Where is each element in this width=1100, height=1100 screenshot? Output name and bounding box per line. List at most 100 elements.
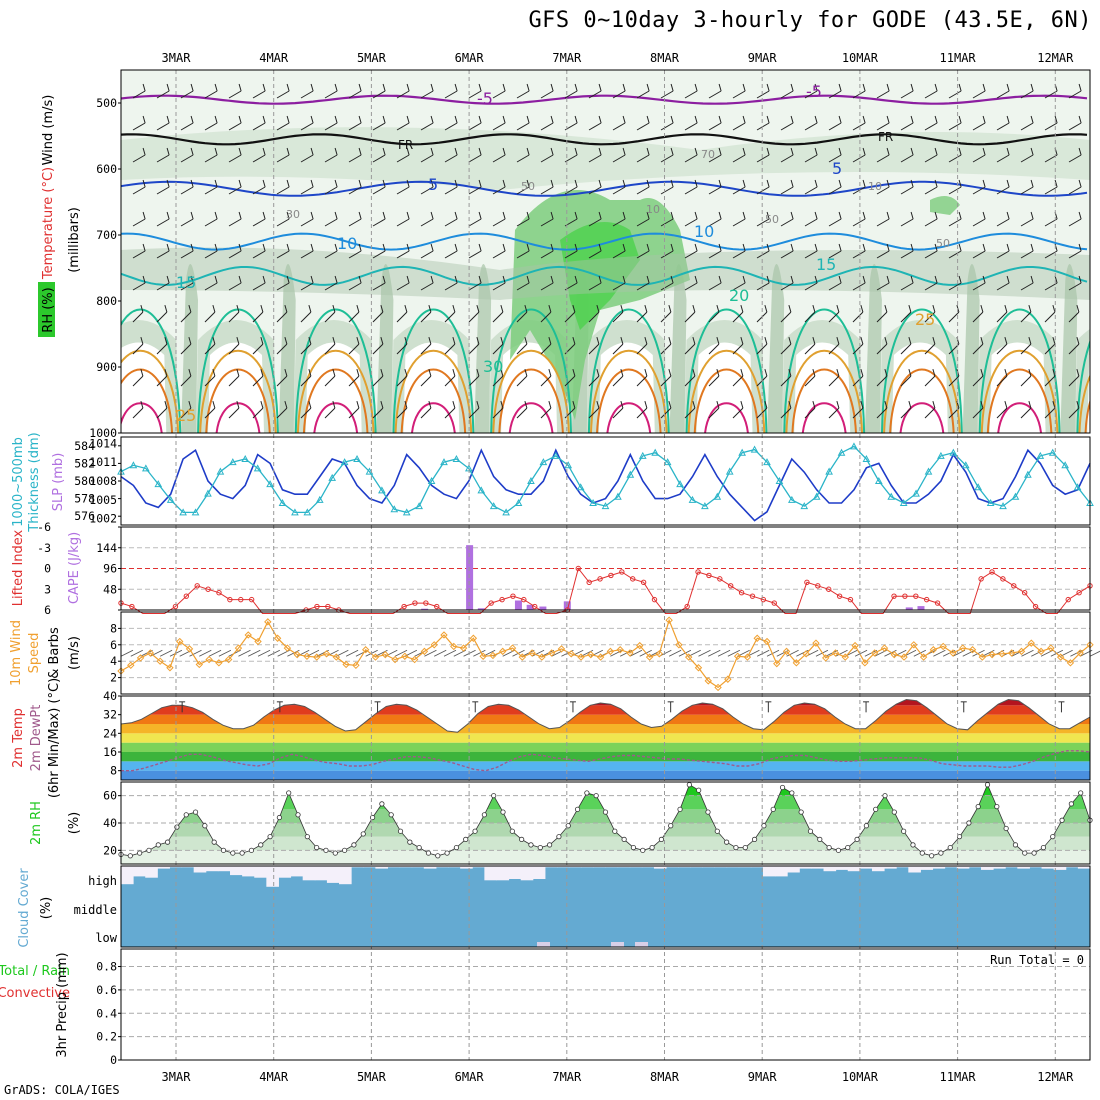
wind-barb-flag bbox=[742, 211, 746, 220]
wind-barb-flag bbox=[500, 304, 504, 313]
wind-barb-flag bbox=[550, 243, 554, 252]
wind-speed-marker bbox=[753, 634, 761, 642]
ylabel-wind10m-a: 10m Wind bbox=[9, 620, 24, 686]
slp-marker bbox=[874, 476, 883, 484]
slp-marker bbox=[266, 480, 274, 488]
cloud-gap-low bbox=[635, 942, 648, 947]
slp-marker bbox=[750, 445, 759, 453]
wind-barb bbox=[1044, 186, 1058, 195]
lifted-index-marker bbox=[227, 596, 233, 603]
wind-barb bbox=[324, 90, 338, 99]
slp-marker bbox=[551, 451, 560, 459]
wind-barb-flag bbox=[812, 336, 816, 345]
wind-barb bbox=[852, 343, 864, 355]
wind-barb-flag bbox=[1028, 368, 1032, 377]
cloud-gap bbox=[690, 866, 703, 868]
wind-barb bbox=[228, 218, 242, 227]
wind-barb bbox=[492, 311, 504, 323]
wind-barb bbox=[1020, 311, 1032, 323]
wind-barb bbox=[924, 250, 938, 259]
wind-barb-flag bbox=[500, 368, 504, 377]
wind-barb-flag bbox=[934, 179, 938, 188]
wind-barb bbox=[468, 186, 482, 195]
date-label-top: 12MAR bbox=[1037, 51, 1074, 65]
wind-speed-marker bbox=[254, 637, 262, 646]
wind-barb bbox=[948, 375, 960, 387]
wind-barb bbox=[732, 311, 744, 323]
wind-barb-flag bbox=[620, 368, 624, 377]
wind-barb bbox=[444, 218, 458, 227]
slp-marker bbox=[303, 508, 312, 516]
wind-barb-flag bbox=[982, 275, 986, 284]
wind-barb bbox=[156, 90, 170, 99]
wind-barb-flag bbox=[670, 211, 674, 220]
wind-barb bbox=[828, 343, 840, 355]
wind-barb-flag bbox=[766, 147, 770, 156]
wind-barb bbox=[924, 122, 938, 131]
wind-barb bbox=[396, 186, 410, 195]
wind-barb bbox=[468, 122, 482, 131]
wind-barb bbox=[852, 122, 866, 131]
pressure-tick: 500 bbox=[96, 96, 117, 110]
rh-marker bbox=[770, 806, 776, 812]
wind-barb bbox=[564, 250, 578, 259]
wind-speed-marker bbox=[949, 649, 957, 657]
slp-marker bbox=[725, 467, 734, 475]
lifted-index-marker bbox=[216, 590, 222, 596]
wind-barb-flag bbox=[188, 304, 192, 313]
lifted-index-marker bbox=[521, 596, 527, 603]
rh-marker bbox=[220, 847, 227, 853]
wind-barb bbox=[804, 154, 818, 163]
wind-barb bbox=[300, 218, 314, 227]
wind-barb-flag bbox=[836, 304, 840, 313]
wind-barb-flag bbox=[452, 400, 456, 409]
wind-barb bbox=[180, 154, 194, 163]
wind-barb-flag bbox=[958, 211, 962, 220]
rh-band bbox=[121, 836, 1090, 851]
rh-band bbox=[121, 784, 1090, 796]
wind-barb bbox=[204, 311, 216, 323]
wind-barb bbox=[900, 407, 912, 419]
cloud-tick: low bbox=[95, 931, 117, 945]
wind-barb bbox=[1068, 154, 1082, 163]
lifted-index-marker bbox=[575, 565, 581, 572]
rh-band bbox=[121, 823, 1090, 837]
cloud-gap bbox=[714, 866, 728, 868]
wind-speed-marker bbox=[361, 646, 370, 654]
wind-barb-flag bbox=[838, 275, 842, 284]
cloud-gap bbox=[460, 866, 473, 869]
rh-marker bbox=[584, 790, 590, 796]
wind-speed-marker bbox=[528, 649, 536, 657]
wind-barb bbox=[804, 122, 818, 131]
wind-barb-flag bbox=[622, 179, 626, 188]
wind-barb bbox=[252, 218, 266, 227]
slp-marker bbox=[129, 461, 138, 469]
slp-marker bbox=[253, 464, 262, 472]
lifted-tick: 6 bbox=[44, 603, 51, 617]
wind-barb bbox=[372, 343, 384, 355]
wind-barb-10m bbox=[688, 649, 701, 657]
wind-barb bbox=[780, 311, 792, 323]
wind-barb-10m bbox=[972, 649, 985, 657]
wind-speed-marker bbox=[939, 642, 947, 651]
temp-tick: 16 bbox=[103, 745, 117, 759]
cloud-gap bbox=[605, 866, 619, 868]
slp-marker bbox=[638, 451, 647, 459]
wind-barb-flag bbox=[1028, 304, 1032, 313]
wind-barb bbox=[828, 250, 842, 259]
wind-barb-flag bbox=[524, 400, 528, 409]
wind-barb-flag bbox=[1004, 336, 1008, 345]
slp-marker bbox=[999, 502, 1007, 510]
wind-barb-10m bbox=[1060, 649, 1073, 657]
wind-barb-flag bbox=[214, 83, 218, 92]
slp-marker bbox=[713, 492, 722, 500]
temp-band bbox=[121, 752, 1090, 762]
rh-fill-moist-column bbox=[1060, 264, 1078, 433]
rh-marker bbox=[891, 809, 897, 815]
rh-marker bbox=[314, 844, 320, 851]
wind-barb-10m bbox=[130, 649, 143, 657]
wind-barb-flag bbox=[910, 83, 914, 92]
ylabel-precip-total: Total / Rain bbox=[0, 964, 70, 979]
wind-barb bbox=[636, 154, 650, 163]
wind-speed-marker bbox=[684, 653, 693, 661]
